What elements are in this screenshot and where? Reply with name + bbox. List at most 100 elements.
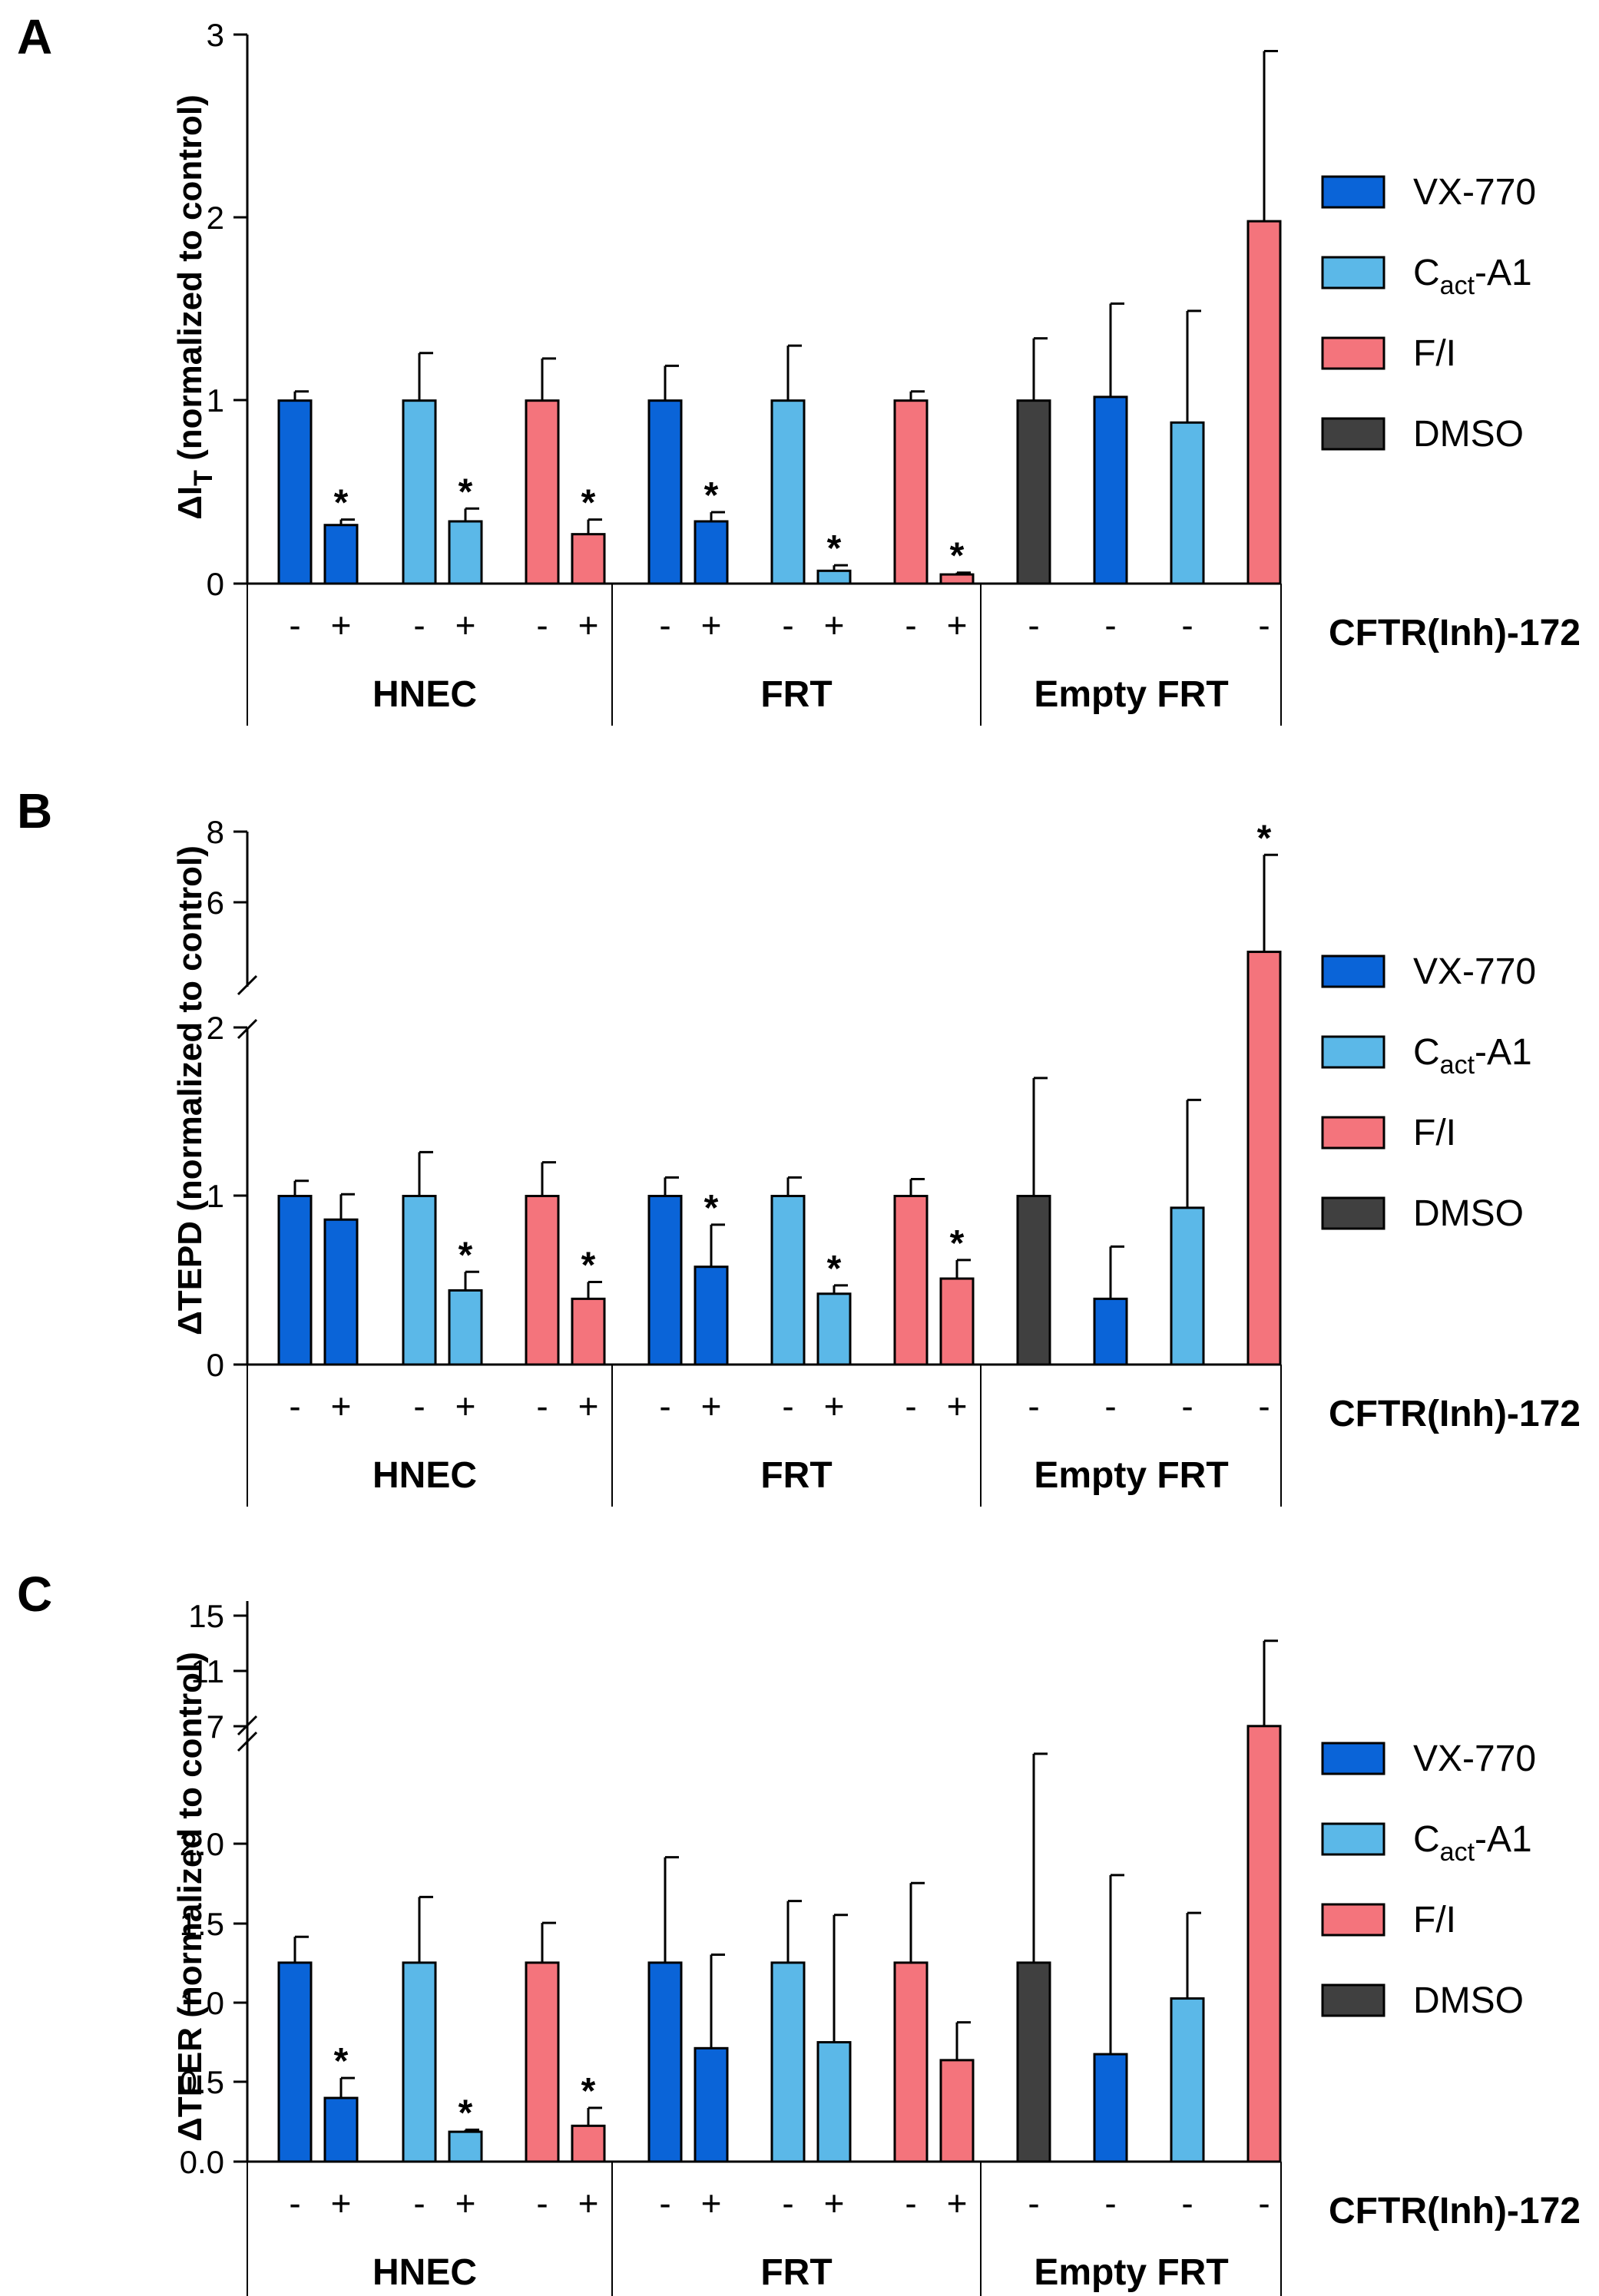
group-label: FRT: [760, 2252, 832, 2293]
legend-swatch: [1321, 1035, 1385, 1069]
inhibitor-sign: -: [905, 2183, 916, 2223]
bar: [939, 573, 975, 585]
inhibitor-sign: +: [947, 1386, 968, 1426]
inhibitor-sign: -: [289, 2183, 300, 2223]
inhibitor-sign: -: [413, 605, 425, 645]
bar: [694, 1265, 729, 1366]
significance-marker: *: [581, 1245, 596, 1285]
significance-marker: *: [459, 471, 473, 512]
legend-label: VX-770: [1413, 951, 1536, 992]
inhibitor-sign: +: [331, 2183, 352, 2223]
bar: [770, 1195, 806, 1366]
bar: [694, 520, 729, 585]
significance-marker: *: [950, 1223, 965, 1264]
y-axis-label: ΔTEPD (normalized to control): [171, 845, 209, 1335]
legend-swatch: [1321, 1116, 1385, 1150]
bar: [1170, 1206, 1205, 1366]
inhibitor-sign: +: [455, 605, 476, 645]
bar: [1170, 421, 1205, 585]
bar: [647, 399, 683, 585]
y-tick-label: 0.5: [180, 2064, 224, 2100]
bar: [770, 1961, 806, 2163]
bar: [647, 1961, 683, 2163]
legend-swatch: [1321, 1983, 1385, 2017]
bar: [1246, 1725, 1282, 2163]
axis-break-mark: [237, 1731, 258, 1752]
bar: [647, 1195, 683, 1366]
panel-letter: A: [17, 9, 52, 65]
inhibitor-sign: -: [659, 1386, 670, 1426]
inhibitor-sign: -: [1104, 1386, 1116, 1426]
inhibitor-sign: +: [701, 1386, 722, 1426]
inhibitor-sign: +: [331, 1386, 352, 1426]
group-label: HNEC: [372, 2252, 477, 2293]
y-axis-label: ΔTEER (normalized to control): [171, 1652, 209, 2142]
significance-marker: *: [581, 2071, 596, 2112]
legend-label: DMSO: [1413, 1980, 1524, 2021]
y-tick-label: 11: [190, 1653, 224, 1689]
y-tick-label: 8: [207, 814, 224, 850]
legend-label: F/I: [1413, 1113, 1456, 1153]
inhibitor-sign: -: [1258, 605, 1270, 645]
y-tick-label: 7: [207, 1709, 224, 1745]
inhibitor-sign: -: [1104, 2183, 1116, 2223]
inhibitor-sign: -: [659, 605, 670, 645]
significance-marker: *: [704, 475, 719, 516]
inhibitor-sign: +: [824, 605, 845, 645]
y-tick-label: 0: [207, 566, 224, 602]
legend-label: Cact-A1: [1413, 253, 1532, 300]
inhibitor-sign: -: [905, 605, 916, 645]
y-tick-label: 1: [207, 382, 224, 419]
y-tick-label: 0.0: [180, 2144, 224, 2180]
inhibitor-sign: -: [1104, 605, 1116, 645]
bar: [571, 1297, 606, 1366]
bar: [1093, 2053, 1128, 2163]
inhibitor-sign: -: [413, 1386, 425, 1426]
inhibitor-label: CFTR(Inh)-172: [1329, 2191, 1581, 2231]
group-label: HNEC: [372, 674, 477, 715]
bar: [1246, 220, 1282, 585]
y-tick-label: 1: [207, 1178, 224, 1214]
inhibitor-sign: -: [413, 2183, 425, 2223]
y-tick-label: 6: [207, 885, 224, 921]
panel-letter: C: [17, 1567, 52, 1622]
inhibitor-sign: -: [1258, 1386, 1270, 1426]
legend-swatch: [1321, 336, 1385, 370]
inhibitor-sign: -: [536, 1386, 548, 1426]
y-axis-label: ΔIT (normalized to control): [171, 94, 218, 520]
inhibitor-sign: -: [536, 605, 548, 645]
legend-label: F/I: [1413, 1900, 1456, 1940]
significance-marker: *: [704, 1188, 719, 1229]
bar: [525, 399, 560, 585]
group-label: Empty FRT: [1034, 2252, 1228, 2293]
y-tick-label: 15: [188, 1598, 224, 1634]
legend-swatch: [1321, 1742, 1385, 1775]
legend-swatch: [1321, 954, 1385, 988]
inhibitor-sign: -: [1028, 605, 1039, 645]
inhibitor-sign: +: [947, 605, 968, 645]
bar: [448, 1289, 483, 1366]
inhibitor-sign: -: [1181, 2183, 1193, 2223]
legend-label: Cact-A1: [1413, 1819, 1532, 1867]
inhibitor-sign: -: [1181, 605, 1193, 645]
significance-marker: *: [459, 2093, 473, 2134]
bar: [1170, 1997, 1205, 2163]
bar: [816, 2041, 852, 2163]
legend-label: VX-770: [1413, 1739, 1536, 1779]
bar: [323, 2096, 359, 2163]
inhibitor-sign: -: [289, 1386, 300, 1426]
y-tick-label: 3: [207, 17, 224, 53]
significance-marker: *: [459, 1235, 473, 1275]
inhibitor-label: CFTR(Inh)-172: [1329, 613, 1581, 653]
legend-swatch: [1321, 1196, 1385, 1230]
legend-label: DMSO: [1413, 1193, 1524, 1234]
inhibitor-sign: -: [289, 605, 300, 645]
bar: [525, 1961, 560, 2163]
bar: [1246, 951, 1282, 1366]
significance-marker: *: [334, 2041, 349, 2082]
y-tick-label: 0: [207, 1347, 224, 1383]
bar: [939, 2059, 975, 2163]
bar: [323, 524, 359, 585]
